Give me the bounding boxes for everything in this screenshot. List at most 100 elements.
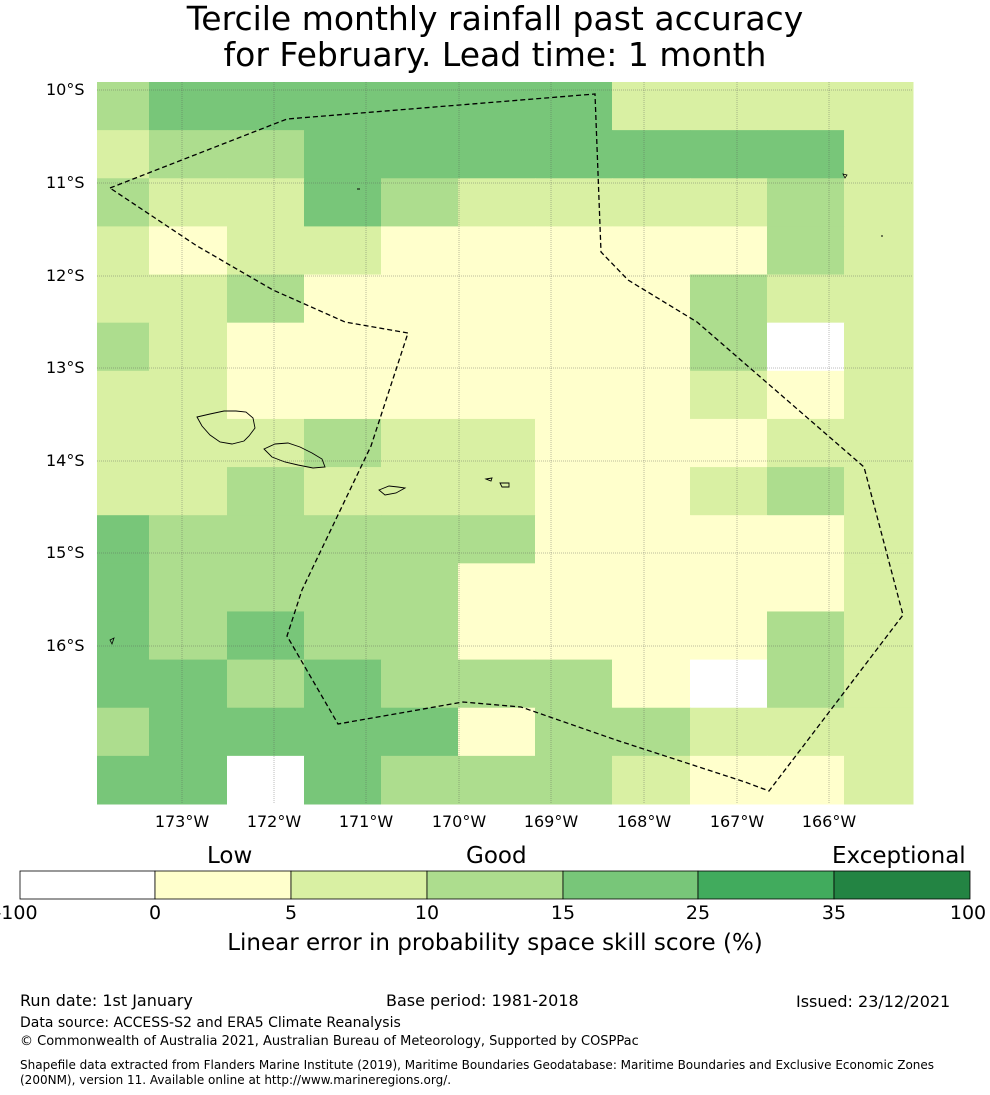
skill-cell: [844, 755, 914, 805]
skill-cell: [767, 659, 845, 709]
skill-cell: [612, 467, 691, 516]
skill-cell: [381, 370, 459, 420]
skill-cell: [458, 611, 536, 661]
skill-cell: [690, 322, 768, 372]
eez-boundary: [109, 93, 904, 792]
skill-cell: [612, 226, 691, 276]
colorbar-tick: 100: [949, 902, 987, 924]
skill-cell: [227, 707, 305, 757]
skill-cell: [690, 755, 768, 805]
colorbar-tick: 15: [550, 902, 576, 924]
skill-cell: [767, 130, 845, 179]
skill-cell: [97, 659, 150, 709]
lon-label: 168°W: [616, 812, 672, 831]
skill-cell: [381, 226, 459, 276]
category-exceptional: Exceptional: [832, 843, 966, 869]
skill-cell: [767, 707, 845, 757]
skill-cell: [227, 418, 305, 468]
skill-cell: [304, 563, 382, 612]
skill-cell: [767, 274, 845, 324]
skill-cell: [844, 178, 914, 227]
skill-cell: [304, 611, 382, 661]
colorbar-tick: 35: [821, 902, 847, 924]
colorbar-tick: 25: [685, 902, 711, 924]
colorbar-segment: [290, 870, 428, 900]
skill-cell: [227, 370, 305, 420]
skill-cell: [535, 370, 613, 420]
skill-cell: [690, 274, 768, 324]
skill-cell: [304, 370, 382, 420]
skill-cell: [149, 563, 228, 612]
skill-cell: [844, 611, 914, 661]
skill-cell: [767, 82, 845, 131]
colorbar: [19, 870, 971, 900]
skill-cell: [767, 178, 845, 227]
skill-cell: [767, 226, 845, 276]
category-low: Low: [207, 843, 253, 869]
skill-cell: [149, 370, 228, 420]
skill-cell: [844, 467, 914, 516]
skill-cell: [149, 274, 228, 324]
skill-cell: [690, 130, 768, 179]
lat-label: 12°S: [46, 266, 85, 285]
skill-cell: [97, 611, 150, 661]
skill-cell: [149, 707, 228, 757]
skill-cell: [767, 515, 845, 564]
skill-cell: [304, 322, 382, 372]
skill-cell: [844, 563, 914, 612]
skill-cell: [149, 515, 228, 564]
skill-cell: [690, 418, 768, 468]
skill-cell: [612, 322, 691, 372]
skill-cell: [767, 418, 845, 468]
lat-label: 14°S: [46, 451, 85, 470]
skill-cell: [304, 274, 382, 324]
shapefile-credit-line1: Shapefile data extracted from Flanders M…: [20, 1058, 935, 1072]
skill-cell: [535, 515, 613, 564]
lon-label: 172°W: [246, 812, 302, 831]
skill-cell: [304, 515, 382, 564]
skill-cell: [381, 82, 459, 131]
skill-cell: [97, 515, 150, 564]
skill-cell: [767, 370, 845, 420]
colorbar-segment: [154, 870, 292, 900]
skill-cell: [844, 418, 914, 468]
manua-islands: [484, 477, 510, 488]
colorbar-tick: 5: [284, 902, 298, 924]
skill-cell: [381, 707, 459, 757]
skill-cell: [149, 659, 228, 709]
skill-cell: [844, 707, 914, 757]
skill-cell: [227, 563, 305, 612]
skill-cell: [844, 226, 914, 276]
skill-cell: [458, 226, 536, 276]
colorbar-label: Linear error in probability space skill …: [227, 930, 763, 956]
skill-cell: [304, 467, 382, 516]
skill-cell: [767, 322, 845, 372]
skill-cell: [844, 659, 914, 709]
colorbar-tick: -100: [0, 902, 38, 924]
skill-cell: [227, 82, 305, 131]
skill-cell: [458, 418, 536, 468]
skill-cell: [149, 130, 228, 179]
run-date: Run date: 1st January: [20, 991, 193, 1010]
skill-cell: [381, 659, 459, 709]
skill-cell: [612, 707, 691, 757]
skill-cell: [97, 178, 150, 227]
skill-cell: [458, 274, 536, 324]
lat-label: 13°S: [46, 358, 85, 377]
skill-cell: [227, 467, 305, 516]
skill-cell: [458, 178, 536, 227]
skill-cell: [535, 659, 613, 709]
lat-label: 15°S: [46, 543, 85, 562]
skill-cell: [612, 178, 691, 227]
skill-cell: [612, 611, 691, 661]
skill-cell: [97, 274, 150, 324]
skill-cell: [535, 611, 613, 661]
skill-cell: [612, 563, 691, 612]
skill-cell: [690, 467, 768, 516]
lon-label: 171°W: [338, 812, 394, 831]
skill-cell: [381, 755, 459, 805]
skill-cell: [458, 515, 536, 564]
skill-cell: [612, 370, 691, 420]
skill-cell: [97, 563, 150, 612]
skill-cell: [304, 707, 382, 757]
